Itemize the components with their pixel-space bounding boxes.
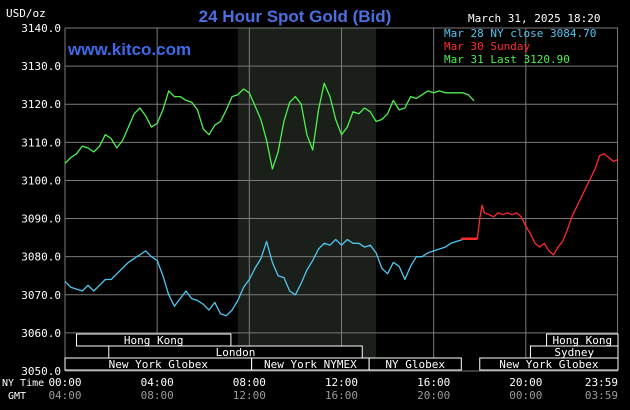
session-label: NY Globex bbox=[385, 358, 445, 371]
x-tick-label-ny: 00:00 bbox=[48, 376, 81, 389]
series-line-mar28 bbox=[64, 238, 469, 317]
session-box: Hong Kong bbox=[546, 333, 619, 347]
y-tick-label: 3060.0 bbox=[21, 327, 61, 340]
x-tick-label-ny: 08:00 bbox=[233, 376, 266, 389]
x-tick-label-ny: 23:59 bbox=[585, 376, 618, 389]
session-label: Hong Kong bbox=[552, 334, 612, 347]
series-line-mar31 bbox=[64, 82, 475, 170]
y-tick-label: 3120.0 bbox=[21, 98, 61, 111]
session-box: Hong Kong bbox=[76, 333, 232, 347]
datetime-label: March 31, 2025 18:20 bbox=[468, 12, 600, 25]
session-label: Hong Kong bbox=[124, 334, 184, 347]
y-tick-label: 3080.0 bbox=[21, 251, 61, 264]
site-link[interactable]: www.kitco.com bbox=[67, 40, 191, 59]
y-tick-label: 3100.0 bbox=[21, 174, 61, 187]
series-line-mar30 bbox=[461, 153, 619, 256]
legend-item-mar31: Mar 31 Last 3120.90 bbox=[444, 53, 570, 66]
legend-item-mar30: Mar 30 Sunday bbox=[444, 40, 530, 53]
y-tick-label: 3130.0 bbox=[21, 60, 61, 73]
y-tick-label: 3090.0 bbox=[21, 213, 61, 226]
x-tick-label-gmt: 03:59 bbox=[585, 389, 618, 402]
session-box-frame bbox=[479, 357, 619, 371]
x-tick-label-gmt: 08:00 bbox=[141, 389, 174, 402]
ny-time-label: NY Time bbox=[2, 378, 44, 389]
session-box: New York NYMEX bbox=[251, 357, 370, 371]
session-box: Sydney bbox=[529, 345, 619, 359]
session-label: New York NYMEX bbox=[264, 358, 357, 371]
units-label: USD/oz bbox=[6, 7, 46, 20]
legend: Mar 28 NY close 3084.70 Mar 30 Sunday Ma… bbox=[444, 27, 596, 66]
session-label: Sydney bbox=[554, 346, 594, 359]
session-label: New York Globex bbox=[109, 358, 209, 371]
session-box-frame bbox=[368, 357, 462, 371]
y-tick-label: 3110.0 bbox=[21, 136, 61, 149]
x-tick-label-gmt: 00:00 bbox=[509, 389, 542, 402]
x-tick-label-ny: 16:00 bbox=[417, 376, 450, 389]
x-tick-label-ny: 12:00 bbox=[325, 376, 358, 389]
x-tick-label-gmt: 04:00 bbox=[48, 389, 81, 402]
y-tick-label: 3050.0 bbox=[21, 365, 61, 378]
session-box: New York Globex bbox=[64, 357, 253, 371]
y-tick-label: 3070.0 bbox=[21, 289, 61, 302]
x-tick-label-ny: 04:00 bbox=[141, 376, 174, 389]
x-tick-label-gmt: 12:00 bbox=[233, 389, 266, 402]
session-box: London bbox=[108, 345, 363, 359]
session-box: NY Globex bbox=[368, 357, 462, 371]
y-tick-label: 3140.0 bbox=[21, 22, 61, 35]
x-tick-label-gmt: 20:00 bbox=[417, 389, 450, 402]
chart-title: 24 Hour Spot Gold (Bid) bbox=[199, 7, 392, 26]
x-tick-label-gmt: 16:00 bbox=[325, 389, 358, 402]
session-label: London bbox=[216, 346, 256, 359]
session-label: New York Globex bbox=[499, 358, 599, 371]
nymex-highlight-band bbox=[237, 28, 377, 371]
gmt-label: GMT bbox=[8, 391, 26, 402]
session-box: New York Globex bbox=[479, 357, 619, 371]
x-tick-label-ny: 20:00 bbox=[509, 376, 542, 389]
legend-item-mar28: Mar 28 NY close 3084.70 bbox=[444, 27, 596, 40]
